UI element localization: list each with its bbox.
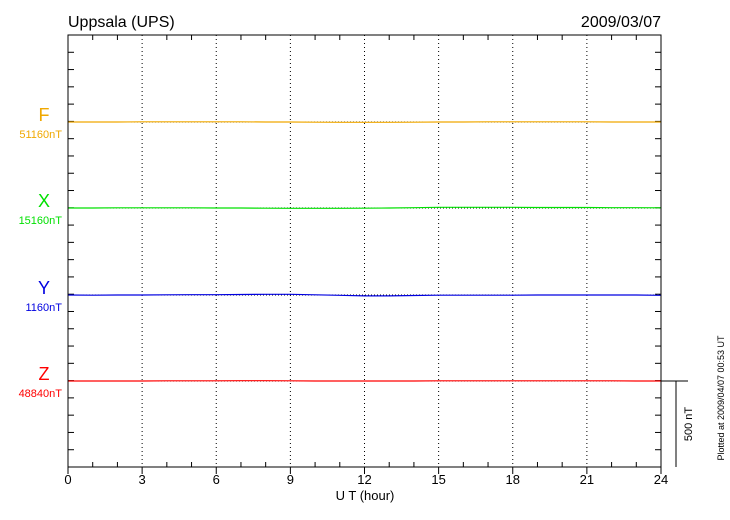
trace-f bbox=[68, 121, 661, 123]
x-axis-label: U T (hour) bbox=[336, 488, 395, 503]
series-name-f: F bbox=[39, 105, 50, 125]
x-tick-label: 9 bbox=[287, 472, 294, 487]
trace-y bbox=[67, 293, 662, 297]
baseline-value-f: 51160nT bbox=[19, 129, 62, 141]
series-name-y: Y bbox=[38, 278, 50, 298]
x-tick-label: 6 bbox=[213, 472, 220, 487]
traces bbox=[67, 121, 662, 382]
x-tick-label: 3 bbox=[139, 472, 146, 487]
x-tick-label: 21 bbox=[580, 472, 594, 487]
series-name-x: X bbox=[38, 191, 50, 211]
x-tick-labels: 0 3 6 9 12 15 18 21 24 bbox=[64, 472, 668, 487]
chart-title: Uppsala (UPS) bbox=[68, 14, 175, 31]
plot-frame bbox=[67, 34, 662, 468]
scale-bar-label: 500 nT bbox=[683, 407, 695, 442]
x-tick-label: 18 bbox=[506, 472, 520, 487]
series-labels: F 51160nT X 15160nT Y 1160nT Z 48840nT bbox=[19, 105, 63, 400]
baseline-value-x: 15160nT bbox=[19, 215, 63, 227]
x-tick-label: 0 bbox=[64, 472, 71, 487]
chart-date: 2009/03/07 bbox=[581, 14, 661, 31]
grid-lines bbox=[68, 35, 661, 467]
series-name-z: Z bbox=[39, 364, 50, 384]
trace-x bbox=[68, 206, 662, 209]
x-tick-label: 15 bbox=[431, 472, 445, 487]
x-tick-label: 24 bbox=[654, 472, 668, 487]
x-tick-label: 12 bbox=[357, 472, 371, 487]
baseline-value-y: 1160nT bbox=[26, 302, 63, 314]
plotted-at-footer: Plotted at 2009/04/07 00:53 UT bbox=[716, 335, 726, 461]
baseline-value-z: 48840nT bbox=[19, 388, 63, 400]
axis-ticks bbox=[67, 34, 662, 474]
